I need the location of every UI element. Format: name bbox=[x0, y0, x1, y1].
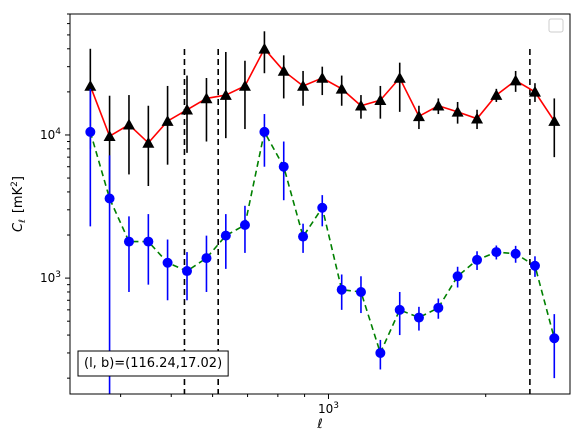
series-1-point-23 bbox=[529, 260, 540, 271]
series-1-point-14 bbox=[355, 286, 366, 297]
series-0-point-23 bbox=[528, 85, 541, 97]
series-0-line bbox=[89, 47, 555, 145]
annotation-box bbox=[77, 350, 229, 377]
series-0-point-13 bbox=[335, 82, 348, 94]
series-1-point-8 bbox=[239, 219, 250, 230]
y-tick-label-exp: 3 bbox=[55, 270, 61, 280]
series-1-point-17 bbox=[413, 312, 424, 323]
series-0-point-3 bbox=[142, 136, 155, 148]
x-tick-label-exp: 3 bbox=[333, 401, 339, 411]
series-1-point-15 bbox=[375, 347, 386, 358]
series-0-point-2 bbox=[122, 118, 135, 130]
series-0-point-0 bbox=[84, 79, 97, 91]
annotation-text: (l, b)=(116.24,17.02) bbox=[84, 356, 222, 371]
series-0-point-20 bbox=[471, 112, 484, 124]
legend-box bbox=[548, 18, 564, 33]
series-0-point-9 bbox=[258, 42, 271, 54]
series-1-point-10 bbox=[278, 161, 289, 172]
series-0-point-14 bbox=[354, 99, 367, 111]
series-0-point-6 bbox=[200, 92, 213, 104]
y-axis-label-unit-sup: 2 bbox=[10, 181, 20, 187]
series-1-point-21 bbox=[491, 247, 502, 258]
series-0-point-21 bbox=[490, 89, 503, 100]
series-1-point-12 bbox=[317, 202, 328, 213]
series-1-point-19 bbox=[452, 271, 463, 282]
x-tick-label-0: 103 bbox=[318, 401, 339, 416]
y-axis-label-subscript: ℓ bbox=[18, 219, 28, 224]
y-tick-label-base: 10 bbox=[40, 128, 55, 142]
x-axis-label: ℓ bbox=[316, 417, 322, 432]
series-1-point-9 bbox=[259, 126, 270, 137]
series-1-point-11 bbox=[298, 231, 309, 242]
series-0-point-24 bbox=[548, 115, 561, 126]
series-1-point-16 bbox=[394, 304, 405, 315]
series-0-point-11 bbox=[297, 79, 310, 91]
series-1-point-22 bbox=[510, 248, 521, 259]
series-0-point-17 bbox=[412, 110, 425, 122]
y-tick-label-exp: 4 bbox=[55, 127, 61, 137]
series-0-point-1 bbox=[103, 130, 116, 142]
series-0-point-16 bbox=[393, 72, 406, 83]
series-1-point-24 bbox=[549, 333, 560, 344]
series-1 bbox=[85, 88, 560, 394]
series-0-point-7 bbox=[219, 89, 232, 100]
y-axis-label-unit: [mK bbox=[11, 186, 26, 213]
series-0-point-5 bbox=[181, 103, 194, 115]
series-1-point-7 bbox=[220, 230, 231, 241]
y-tick-label-base: 10 bbox=[40, 271, 55, 285]
y-axis-label: Cℓ [mK2] bbox=[10, 176, 28, 232]
series-1-point-5 bbox=[182, 266, 193, 277]
plot-area bbox=[84, 31, 561, 394]
y-tick-label-0: 103 bbox=[40, 270, 61, 285]
series-1-point-20 bbox=[472, 254, 483, 265]
y-axis-label-symbol: C bbox=[11, 222, 26, 232]
series-1-point-18 bbox=[433, 302, 444, 313]
y-axis-label-unit-close: ] bbox=[11, 176, 26, 181]
series-0-point-15 bbox=[374, 94, 387, 105]
series-0-point-4 bbox=[161, 115, 174, 126]
series-1-point-13 bbox=[336, 284, 347, 295]
series-1-point-0 bbox=[85, 126, 96, 137]
series-0-point-22 bbox=[509, 74, 522, 86]
series-0-point-10 bbox=[277, 64, 290, 76]
series-1-line bbox=[89, 129, 556, 356]
series-0-point-19 bbox=[451, 105, 464, 117]
series-0 bbox=[84, 31, 561, 196]
series-1-point-3 bbox=[143, 236, 154, 247]
series-1-point-4 bbox=[162, 257, 173, 268]
series-0-point-12 bbox=[316, 72, 329, 83]
series-0-point-18 bbox=[432, 99, 445, 111]
series-0-point-8 bbox=[238, 79, 251, 91]
series-1-point-6 bbox=[201, 253, 212, 264]
y-tick-label-1: 104 bbox=[40, 127, 61, 142]
series-1-point-2 bbox=[123, 236, 134, 247]
x-tick-label-base: 10 bbox=[318, 402, 333, 416]
series-1-point-1 bbox=[104, 193, 115, 204]
plot-frame bbox=[69, 13, 571, 395]
